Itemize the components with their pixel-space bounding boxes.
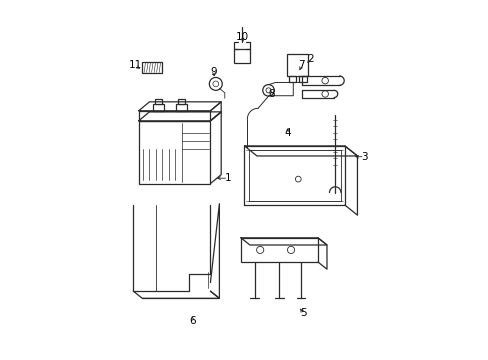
Bar	[155, 99, 162, 104]
Circle shape	[321, 77, 328, 84]
Bar	[176, 104, 187, 111]
Text: 7: 7	[298, 60, 305, 70]
Text: 4: 4	[284, 129, 290, 138]
Bar	[178, 99, 185, 104]
Circle shape	[262, 85, 274, 96]
Circle shape	[287, 246, 294, 253]
Bar	[286, 54, 308, 76]
Bar	[139, 111, 210, 121]
Text: 9: 9	[210, 67, 217, 77]
Circle shape	[209, 77, 222, 90]
Text: 10: 10	[236, 32, 249, 41]
Bar	[139, 121, 210, 184]
Bar	[142, 62, 162, 73]
Circle shape	[265, 88, 270, 93]
Text: 5: 5	[300, 309, 306, 318]
Text: 1: 1	[224, 173, 231, 183]
Circle shape	[321, 91, 328, 97]
Bar	[234, 49, 249, 63]
Text: 8: 8	[267, 89, 274, 99]
Text: 6: 6	[189, 316, 195, 325]
Circle shape	[256, 246, 263, 253]
Circle shape	[295, 176, 301, 182]
Bar	[153, 104, 164, 111]
Text: 3: 3	[361, 152, 367, 162]
Bar	[241, 238, 317, 262]
Text: 11: 11	[128, 60, 142, 70]
Text: 2: 2	[307, 54, 313, 64]
Circle shape	[212, 81, 218, 87]
